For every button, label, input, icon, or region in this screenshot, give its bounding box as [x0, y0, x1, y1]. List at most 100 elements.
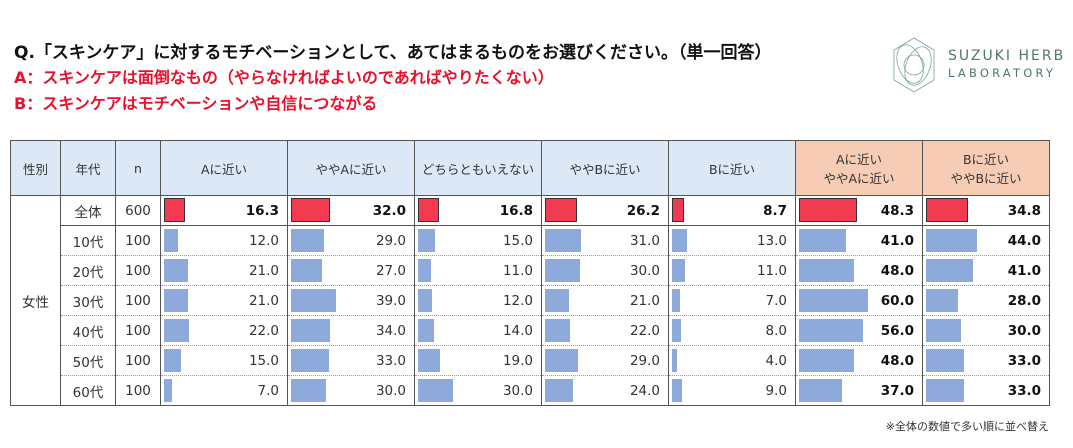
- value-bar: [799, 319, 864, 342]
- table-row: 女性 全体 600 16.3 32.0 16.8 26.2 8.7 48.3 34.8: [10, 195, 1050, 406]
- n-cell: 100: [115, 375, 161, 406]
- value-bar: [164, 198, 185, 222]
- value-bar: [545, 198, 578, 222]
- value-cell: 26.2: [541, 195, 669, 226]
- table-row: 10代 100 12.0 29.0 15.0 31.0 13.0 41.0 44.0: [11, 225, 1050, 256]
- value-bar: [672, 198, 684, 222]
- value-label: 44.0: [1007, 232, 1041, 249]
- value-label: 48.0: [880, 262, 914, 279]
- value-bar: [926, 349, 964, 372]
- value-bar: [545, 349, 579, 372]
- value-cell: 4.0: [668, 345, 796, 376]
- value-cell: 48.0: [795, 255, 923, 286]
- age-cell: 20代: [60, 255, 116, 286]
- value-bar: [926, 198, 969, 222]
- value-bar: [418, 349, 440, 372]
- value-label: 15.0: [248, 352, 279, 369]
- value-label: 11.0: [756, 262, 787, 279]
- value-label: 16.8: [499, 202, 533, 219]
- value-label: 19.0: [502, 352, 533, 369]
- value-cell: 16.8: [414, 195, 542, 226]
- table-row: 40代 100 22.0 34.0 14.0 22.0 8.0 56.0 30.0: [11, 315, 1050, 346]
- value-label: 8.7: [763, 202, 787, 219]
- value-bar: [545, 379, 573, 402]
- value-label: 30.0: [375, 382, 406, 399]
- value-bar: [291, 319, 331, 342]
- table-row: 60代 100 7.0 30.0 30.0 24.0 9.0 37.0 33.0: [11, 375, 1050, 406]
- value-bar: [418, 289, 432, 312]
- value-bar: [291, 229, 325, 252]
- age-cell: 全体: [60, 195, 116, 226]
- value-cell: 21.0: [160, 285, 288, 316]
- value-cell: 34.8: [922, 195, 1050, 226]
- value-cell: 34.0: [287, 315, 415, 346]
- question-title: Q.「スキンケア」に対するモチベーションとして、あてはまるものをお選びください。…: [14, 43, 772, 63]
- value-bar: [418, 229, 436, 252]
- value-label: 9.0: [765, 382, 787, 399]
- value-label: 34.0: [375, 322, 406, 339]
- value-label: 30.0: [629, 262, 660, 279]
- value-cell: 13.0: [668, 225, 796, 256]
- value-cell: 39.0: [287, 285, 415, 316]
- logo-line2: LABORATORY: [948, 66, 1057, 80]
- value-label: 30.0: [502, 382, 533, 399]
- logo-line1: SUZUKI HERB: [948, 48, 1066, 64]
- value-bar: [672, 319, 682, 342]
- value-cell: 7.0: [668, 285, 796, 316]
- n-cell: 100: [115, 315, 161, 346]
- table-row: 30代 100 21.0 39.0 12.0 21.0 7.0 60.0 28.0: [11, 285, 1050, 316]
- value-bar: [418, 259, 431, 282]
- age-cell: 10代: [60, 225, 116, 256]
- value-label: 29.0: [375, 232, 406, 249]
- value-cell: 15.0: [414, 225, 542, 256]
- value-bar: [672, 259, 685, 282]
- value-cell: 11.0: [414, 255, 542, 286]
- value-cell: 33.0: [922, 345, 1050, 376]
- value-bar: [799, 349, 855, 372]
- value-label: 16.3: [245, 202, 279, 219]
- value-cell: 30.0: [922, 315, 1050, 346]
- value-label: 13.0: [756, 232, 787, 249]
- value-label: 41.0: [880, 232, 914, 249]
- column-header: どちらともいえない: [414, 140, 542, 196]
- value-label: 12.0: [248, 232, 279, 249]
- value-bar: [418, 379, 453, 402]
- value-cell: 14.0: [414, 315, 542, 346]
- leaf-emblem-icon: [893, 37, 935, 93]
- value-bar: [926, 289, 959, 312]
- value-cell: 37.0: [795, 375, 923, 406]
- value-cell: 48.0: [795, 345, 923, 376]
- age-cell: 60代: [60, 375, 116, 406]
- value-label: 26.2: [626, 202, 660, 219]
- column-header: Bに近い: [668, 140, 796, 196]
- value-bar: [164, 319, 190, 342]
- value-cell: 8.7: [668, 195, 796, 226]
- value-bar: [545, 229, 581, 252]
- value-label: 22.0: [629, 322, 660, 339]
- value-cell: 21.0: [160, 255, 288, 286]
- value-bar: [164, 349, 182, 372]
- value-cell: 28.0: [922, 285, 1050, 316]
- value-bar: [799, 229, 847, 252]
- column-header: Aに近い ややAに近い: [795, 140, 923, 196]
- value-label: 48.0: [880, 352, 914, 369]
- value-cell: 33.0: [922, 375, 1050, 406]
- n-cell: 100: [115, 225, 161, 256]
- value-bar: [926, 319, 961, 342]
- value-cell: 44.0: [922, 225, 1050, 256]
- value-label: 24.0: [629, 382, 660, 399]
- value-label: 30.0: [1007, 322, 1041, 339]
- brand-logo: SUZUKI HERB LABORATORY: [890, 36, 1065, 94]
- n-cell: 100: [115, 345, 161, 376]
- table-row: 20代 100 21.0 27.0 11.0 30.0 11.0 48.0 41.0: [11, 255, 1050, 286]
- value-cell: 48.3: [795, 195, 923, 226]
- value-bar: [291, 198, 330, 222]
- value-cell: 56.0: [795, 315, 923, 346]
- value-bar: [164, 289, 189, 312]
- value-label: 33.0: [1007, 352, 1041, 369]
- value-label: 41.0: [1007, 262, 1041, 279]
- value-bar: [418, 319, 435, 342]
- value-label: 56.0: [880, 322, 914, 339]
- value-label: 39.0: [375, 292, 406, 309]
- value-bar: [672, 349, 677, 372]
